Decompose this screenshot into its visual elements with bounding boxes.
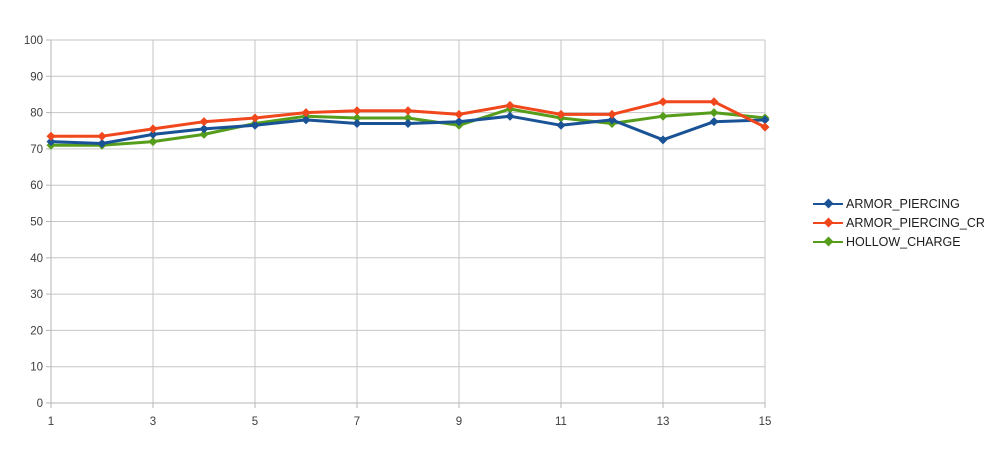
data-point-marker-armor_piercing_cr	[607, 109, 617, 119]
data-point-marker-armor_piercing	[454, 117, 464, 127]
data-point-marker-armor_piercing_cr	[709, 97, 719, 107]
data-point-marker-armor_piercing	[250, 120, 260, 130]
data-point-marker-armor_piercing_cr	[148, 124, 158, 134]
data-point-marker-armor_piercing	[709, 117, 719, 127]
data-point-marker-armor_piercing	[97, 138, 107, 148]
data-point-marker-armor_piercing_cr	[556, 109, 566, 119]
data-point-marker-armor_piercing_cr	[250, 113, 260, 123]
y-axis-tick-label: 70	[30, 144, 43, 156]
data-point-marker-armor_piercing_cr	[658, 97, 668, 107]
data-point-marker-hollow_charge	[658, 111, 668, 121]
data-point-marker-armor_piercing	[658, 135, 668, 145]
data-point-marker-armor_piercing_cr	[454, 109, 464, 119]
legend-item-armor-piercing-cr: ARMOR_PIERCING_CR	[813, 213, 984, 232]
data-point-marker-armor_piercing	[199, 124, 209, 134]
data-point-marker-hollow_charge	[148, 137, 158, 147]
y-axis-tick-label: 90	[30, 71, 43, 83]
y-axis-tick-label: 10	[30, 362, 43, 374]
data-point-marker-hollow_charge	[709, 108, 719, 118]
chart-legend: ARMOR_PIERCING ARMOR_PIERCING_CR HOLLOW_…	[813, 194, 984, 251]
legend-item-hollow-charge: HOLLOW_CHARGE	[813, 232, 984, 251]
legend-label-armor-piercing-cr: ARMOR_PIERCING_CR	[846, 215, 984, 230]
x-axis-tick-label: 13	[657, 416, 670, 428]
data-point-marker-armor_piercing	[556, 120, 566, 130]
data-point-marker-armor_piercing_cr	[301, 108, 311, 118]
x-axis-tick-label: 1	[48, 416, 54, 428]
legend-marker-hollow-charge	[813, 236, 843, 247]
y-axis-tick-label: 0	[37, 398, 43, 410]
y-axis-tick-label: 20	[30, 325, 43, 337]
data-point-marker-armor_piercing_cr	[352, 106, 362, 116]
x-axis-tick-label: 5	[252, 416, 258, 428]
data-point-marker-hollow_charge	[403, 113, 413, 123]
data-point-marker-armor_piercing	[403, 118, 413, 128]
y-axis-tick-label: 50	[30, 217, 43, 229]
y-axis-tick-label: 60	[30, 180, 43, 192]
data-point-marker-armor_piercing_cr	[403, 106, 413, 116]
data-point-marker-armor_piercing	[46, 137, 56, 147]
data-point-marker-armor_piercing	[352, 118, 362, 128]
data-point-marker-armor_piercing	[505, 111, 515, 121]
legend-label-armor-piercing: ARMOR_PIERCING	[846, 196, 960, 211]
y-axis-tick-label: 30	[30, 289, 43, 301]
data-point-marker-armor_piercing	[607, 115, 617, 125]
x-axis-tick-label: 11	[555, 416, 567, 428]
x-axis-tick-label: 15	[759, 416, 772, 428]
legend-marker-armor-piercing	[813, 198, 843, 209]
y-axis-tick-label: 100	[24, 35, 43, 47]
data-point-marker-hollow_charge	[352, 113, 362, 123]
x-axis-tick-label: 3	[150, 416, 156, 428]
legend-item-armor-piercing: ARMOR_PIERCING	[813, 194, 984, 213]
data-point-marker-hollow_charge	[199, 129, 209, 139]
x-axis-tick-label: 9	[456, 416, 462, 428]
data-point-marker-armor_piercing	[760, 115, 770, 125]
y-axis-tick-label: 80	[30, 108, 43, 120]
y-axis-tick-label: 40	[30, 253, 43, 265]
legend-label-hollow-charge: HOLLOW_CHARGE	[846, 234, 961, 249]
data-point-marker-armor_piercing_cr	[760, 122, 770, 132]
data-point-marker-armor_piercing	[301, 115, 311, 125]
data-point-marker-armor_piercing_cr	[199, 117, 209, 127]
data-point-marker-armor_piercing_cr	[46, 131, 56, 141]
data-point-marker-armor_piercing_cr	[505, 100, 515, 110]
data-point-marker-armor_piercing_cr	[97, 131, 107, 141]
x-axis-tick-label: 7	[354, 416, 360, 428]
data-point-marker-armor_piercing	[148, 129, 158, 139]
legend-marker-armor-piercing-cr	[813, 217, 843, 228]
